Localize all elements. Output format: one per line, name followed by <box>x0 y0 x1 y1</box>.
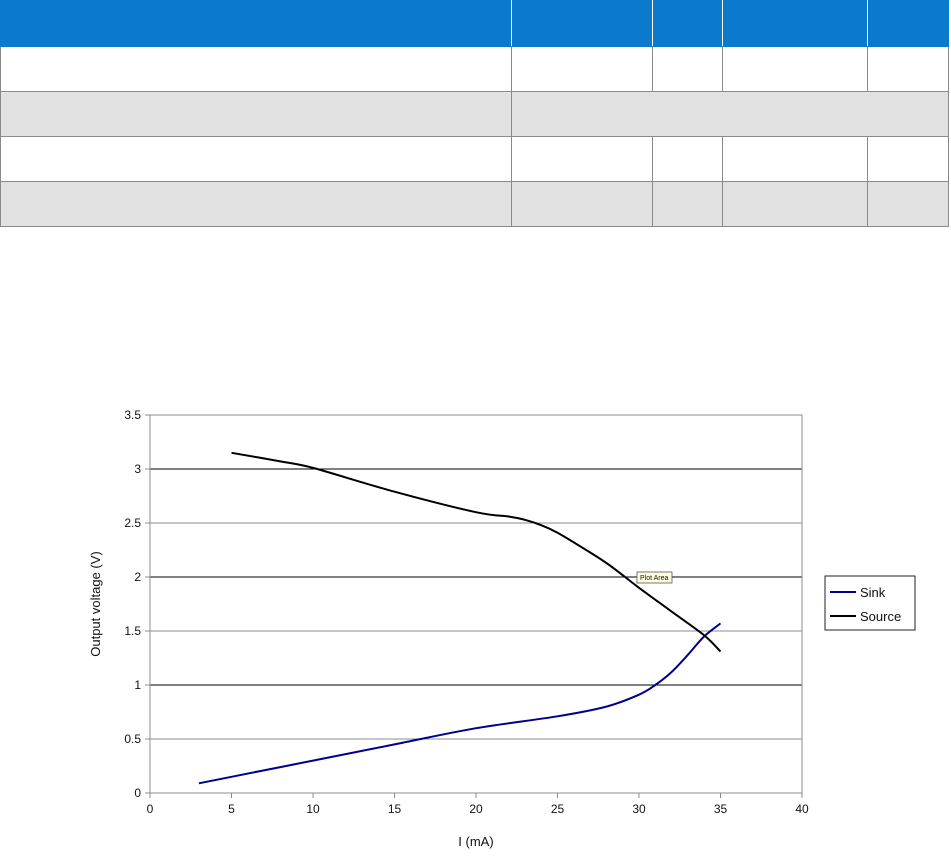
y-tick-label: 3 <box>134 462 141 476</box>
table-cell <box>511 181 653 227</box>
tooltip-label: Plot Area <box>640 575 669 582</box>
table-row <box>0 181 949 227</box>
table-header-row <box>0 0 949 47</box>
y-tick-label: 3.5 <box>124 408 141 422</box>
legend-label-sink: Sink <box>860 585 886 600</box>
y-tick-label: 1.5 <box>124 624 141 638</box>
tooltip-box <box>636 571 673 584</box>
x-tick-label: 5 <box>228 802 235 816</box>
legend-label-source: Source <box>860 609 901 624</box>
line-chart: 0 0.5 1 1.5 2 2.5 3 3.5 0 5 10 15 20 25 30 35 40 Plot Ar… <box>88 408 916 849</box>
grid-lines <box>150 468 802 740</box>
table-cell <box>511 46 653 92</box>
table-cell <box>0 136 512 182</box>
header-cell <box>867 0 949 47</box>
table-cell <box>867 136 949 182</box>
x-axis-title: I (mA) <box>458 834 493 849</box>
series-line-source <box>231 451 722 653</box>
y-tick-label: 0 <box>134 786 141 800</box>
x-tick-label: 10 <box>306 802 320 816</box>
table-cell <box>722 136 868 182</box>
spec-table <box>0 0 949 227</box>
y-tick-label: 2.5 <box>124 516 141 530</box>
legend-box <box>824 575 916 631</box>
series-layer <box>198 451 722 785</box>
x-tick-label: 30 <box>632 802 646 816</box>
table-cell <box>867 46 949 92</box>
y-tick-label: 2 <box>134 570 141 584</box>
table-cell <box>722 181 868 227</box>
plot-area-frame <box>149 414 803 794</box>
table-cell <box>511 136 653 182</box>
x-tick-label: 20 <box>469 802 483 816</box>
table-cell <box>0 91 512 137</box>
header-cell <box>511 0 653 47</box>
table-cell <box>652 46 723 92</box>
y-tick-label: 1 <box>134 678 141 692</box>
y-tick-label: 0.5 <box>124 732 141 746</box>
plot-area-tooltip: Plot Area <box>636 571 673 584</box>
table-cell <box>867 181 949 227</box>
header-cell <box>652 0 723 47</box>
table-cell <box>652 136 723 182</box>
table-cell <box>722 46 868 92</box>
table-cell <box>652 181 723 227</box>
x-tick-label: 15 <box>388 802 402 816</box>
table-cell <box>0 46 512 92</box>
x-tick-label: 0 <box>147 802 154 816</box>
x-tick-label: 40 <box>795 802 809 816</box>
legend: Sink Source <box>824 575 916 631</box>
y-axis-title: Output voltage (V) <box>88 551 103 657</box>
table-row <box>0 46 949 92</box>
header-cell <box>0 0 512 47</box>
x-tick-label: 35 <box>714 802 728 816</box>
x-tick-label: 25 <box>551 802 565 816</box>
table-row <box>0 136 949 182</box>
table-row <box>0 91 949 137</box>
series-line-sink <box>198 622 722 785</box>
table-merged-cell <box>511 91 949 137</box>
axes: 0 0.5 1 1.5 2 2.5 3 3.5 0 5 10 15 20 25 30 35 40 <box>124 408 809 816</box>
header-cell <box>722 0 868 47</box>
table-cell <box>0 181 512 227</box>
